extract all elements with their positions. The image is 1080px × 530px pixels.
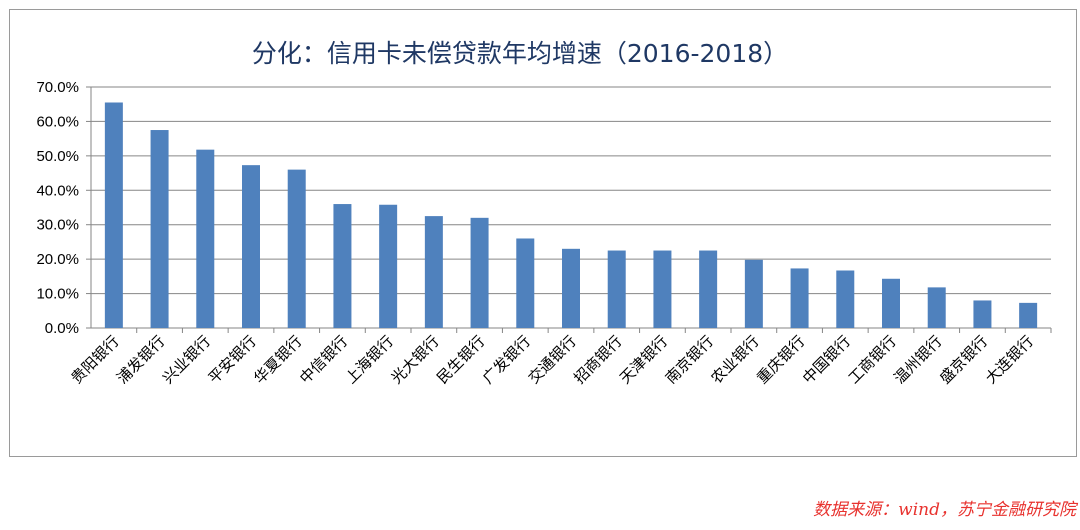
x-tick-label: 大连银行 [982,332,1037,387]
y-tick-label: 0.0% [45,320,79,337]
x-tick-label: 兴业银行 [159,332,214,387]
bar [790,268,809,328]
x-tick-label: 上海银行 [342,332,397,387]
y-tick-label: 70.0% [36,79,79,96]
x-tick-label: 盛京银行 [936,332,991,387]
x-tick-label: 重庆银行 [753,332,808,387]
chart-frame: 分化：信用卡未偿贷款年均增速（2016-2018） 0.0% 10.0% 20.0%… [9,9,1077,457]
y-tick-label: 30.0% [36,217,79,234]
bars [104,102,1038,328]
x-tick-label: 南京银行 [662,332,717,387]
x-tick-label: 工商银行 [845,332,900,387]
x-tick-label: 贵阳银行 [68,332,123,387]
bar [379,204,398,328]
x-tick-label: 浦发银行 [113,332,168,387]
bar [516,238,535,328]
x-tick-label: 光大银行 [388,332,443,387]
bar [150,130,169,328]
x-tick-label: 中信银行 [296,332,351,387]
bar [653,250,672,328]
bar [836,270,855,328]
bar [424,216,443,328]
y-tick-labels: 0.0% 10.0% 20.0% 30.0% 40.0% 50.0% 60.0% 70.0% [36,79,79,337]
source-note: 数据来源：wind，苏宁金融研究院 [813,500,1076,520]
bar [562,248,580,328]
bar [196,149,215,328]
bar-chart: 分化：信用卡未偿贷款年均增速（2016-2018） 0.0% 10.0% 20.0%… [36,39,1052,387]
bar [927,287,946,328]
bar [1019,302,1038,328]
bar [287,169,306,328]
chart-title: 分化：信用卡未偿贷款年均增速（2016-2018） [252,39,788,68]
bar [699,250,718,328]
bar [470,217,489,328]
y-tick-label: 20.0% [36,251,79,268]
bar [607,250,626,328]
x-tick-label: 中国银行 [799,332,854,387]
bar [242,165,260,328]
y-tick-label: 40.0% [36,182,79,199]
x-tick-labels: 贵阳银行浦发银行兴业银行平安银行华夏银行中信银行上海银行光大银行民生银行广发银行… [68,332,1037,387]
x-tick-label: 交通银行 [525,332,580,387]
bar [882,278,900,328]
x-tick-label: 平安银行 [205,332,260,387]
y-tick-label: 60.0% [36,113,79,130]
bar [333,204,352,328]
x-tick-label: 民生银行 [433,332,488,387]
x-tick-label: 华夏银行 [250,332,305,387]
x-tick-label: 天津银行 [616,332,671,387]
bar [744,259,763,328]
y-tick-label: 10.0% [36,286,79,303]
x-tick-label: 农业银行 [708,332,763,387]
bar [104,102,123,328]
x-tick-label: 温州银行 [890,332,945,387]
x-tick-label: 招商银行 [570,332,625,387]
bar [973,300,992,328]
y-tick-label: 50.0% [36,148,79,165]
x-tick-label: 广发银行 [479,332,534,387]
